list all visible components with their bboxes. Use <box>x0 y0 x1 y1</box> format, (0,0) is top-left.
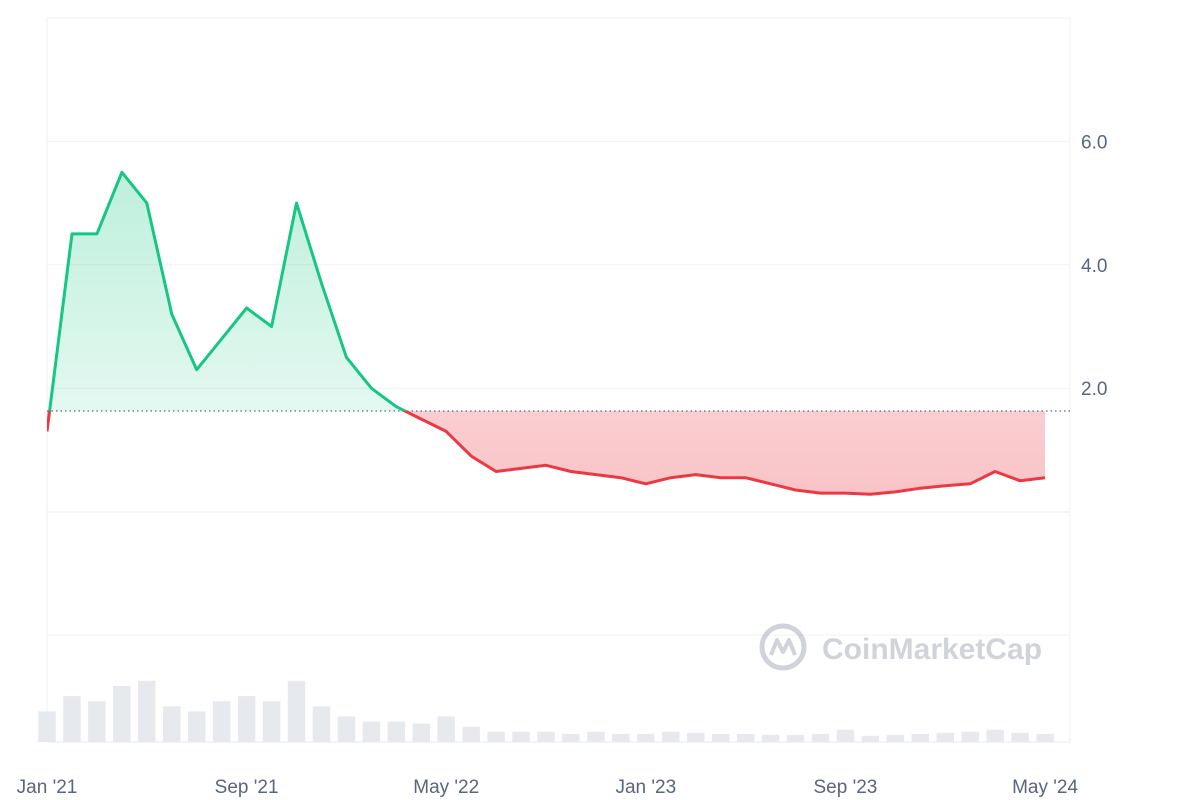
area-up <box>49 172 406 412</box>
volume-bar <box>761 734 780 742</box>
volume-bar <box>212 701 231 742</box>
volume-bar <box>1036 733 1054 742</box>
volume-bar <box>412 723 431 742</box>
volume-bar <box>811 733 830 742</box>
volume-bar <box>587 731 605 742</box>
price-line-down <box>47 411 1046 496</box>
volume-bar <box>1011 732 1029 742</box>
volume-bar <box>537 731 555 742</box>
volume-bar <box>262 701 281 742</box>
volume-bar <box>562 733 580 742</box>
volume-bar <box>786 734 805 742</box>
volume-bar <box>961 731 979 742</box>
volume-bar <box>462 726 480 742</box>
volume-bar <box>936 732 954 742</box>
volume-bar <box>287 680 306 742</box>
volume-bar <box>187 711 206 742</box>
volume-bar <box>337 716 356 742</box>
y-tick-label: 2.0 <box>1081 379 1107 400</box>
x-tick-label: Sep '21 <box>215 777 279 798</box>
volume-bar <box>312 706 331 742</box>
volume-bar <box>986 729 1004 742</box>
volume-bar <box>437 716 455 742</box>
volume-bar <box>88 701 106 742</box>
volume-bar <box>512 731 530 742</box>
volume-bar <box>662 731 680 742</box>
volume-bar <box>487 731 505 742</box>
volume-bar <box>138 680 156 742</box>
x-tick-label: Jan '21 <box>17 777 78 798</box>
volume-bar <box>711 733 730 742</box>
volume-bar <box>237 696 256 742</box>
volume-bar <box>836 729 855 742</box>
volume-bar <box>911 733 930 742</box>
x-tick-label: Sep '23 <box>814 777 878 798</box>
y-tick-label: 4.0 <box>1081 256 1107 277</box>
y-tick-label: 6.0 <box>1081 132 1107 153</box>
x-tick-label: Jan '23 <box>615 777 676 798</box>
volume-bar <box>686 732 705 742</box>
x-tick-label: May '22 <box>413 777 479 798</box>
area-down <box>47 411 1046 495</box>
volume-bar <box>362 721 381 742</box>
volume-bar <box>163 706 181 742</box>
price-line-up <box>48 170 409 412</box>
volume-bar <box>387 721 406 742</box>
watermark-text: CoinMarketCap <box>822 633 1042 666</box>
volume-bar <box>736 733 755 742</box>
volume-bar <box>637 733 655 742</box>
volume-bar <box>612 733 630 742</box>
volume-bar <box>113 685 131 742</box>
volume-bar <box>63 696 81 742</box>
x-tick-label: May '24 <box>1012 777 1078 798</box>
volume-bar <box>861 735 880 742</box>
watermark: CoinMarketCap <box>759 623 1042 671</box>
volume-bar <box>886 734 905 742</box>
volume-bar <box>38 711 56 742</box>
